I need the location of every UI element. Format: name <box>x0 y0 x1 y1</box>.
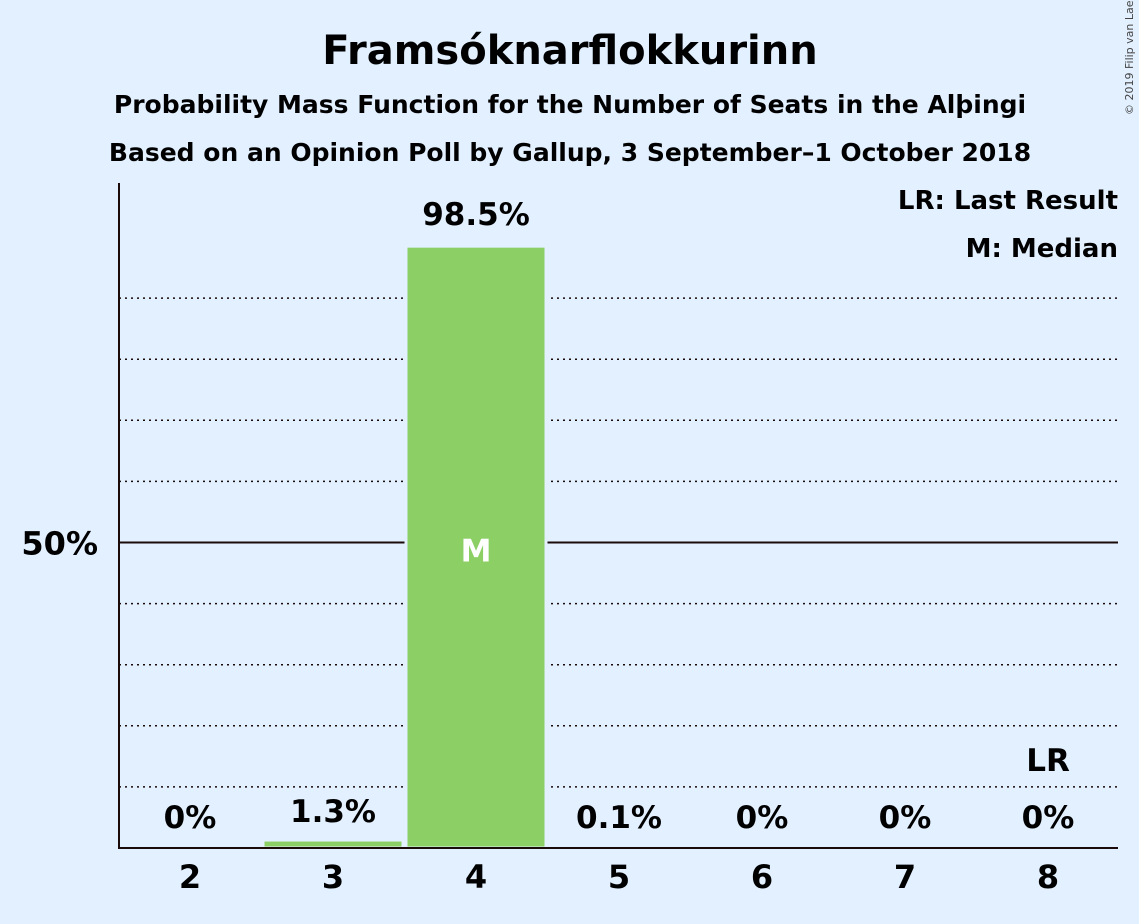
gridlines <box>119 297 1118 788</box>
value-label: 1.3% <box>290 794 376 830</box>
median-marker: M <box>461 533 492 569</box>
x-tick-label: 4 <box>465 858 487 896</box>
x-tick-label: 7 <box>894 858 916 896</box>
value-label: 0% <box>736 800 789 836</box>
bar-3 <box>261 838 405 850</box>
value-label: 0% <box>879 800 932 836</box>
last-result-marker: LR <box>1026 743 1070 779</box>
x-tick-label: 3 <box>322 858 344 896</box>
x-tick-label: 8 <box>1037 858 1059 896</box>
legend-median: M: Median <box>966 234 1118 264</box>
bar-4 <box>404 244 548 850</box>
chart-subtitle: Probability Mass Function for the Number… <box>114 90 1026 119</box>
value-label: 0% <box>1022 800 1075 836</box>
value-label: 0.1% <box>576 800 662 836</box>
y-tick-label: 50% <box>21 524 98 562</box>
value-label: 98.5% <box>422 197 530 233</box>
value-label: 0% <box>164 800 217 836</box>
chart-source: Based on an Opinion Poll by Gallup, 3 Se… <box>109 138 1031 167</box>
x-tick-label: 6 <box>751 858 773 896</box>
x-tick-label: 2 <box>179 858 201 896</box>
x-tick-label: 5 <box>608 858 630 896</box>
legend-last-result: LR: Last Result <box>898 186 1118 216</box>
copyright-note: © 2019 Filip van Laenen <box>1123 0 1136 115</box>
chart-title: Framsóknarflokkurinn <box>322 28 817 74</box>
labels: 2 0% 3 1.3% 4 98.5% M 5 0.1% 6 0% 7 0% 8 0% LR 50% <box>21 197 1074 896</box>
